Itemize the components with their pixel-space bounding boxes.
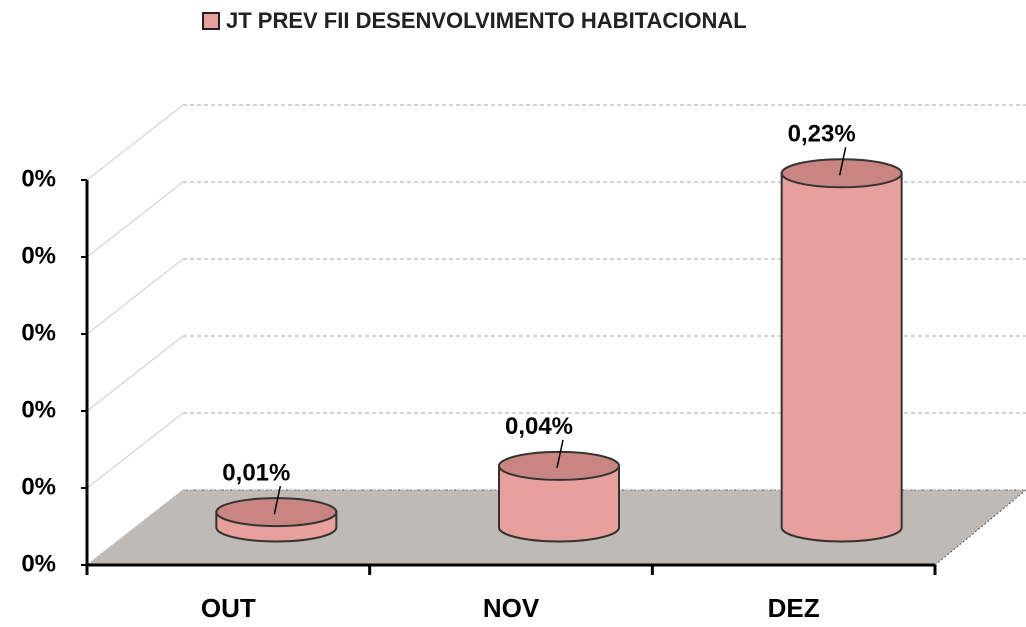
cylinder	[780, 158, 903, 543]
legend: JT PREV FII DESENVOLVIMENTO HABITACIONAL	[202, 8, 747, 33]
y-tick-label: 0%	[21, 165, 56, 192]
data-label: 0,01%	[222, 459, 290, 486]
y-tick-label: 0%	[21, 319, 56, 346]
cylinder-body	[780, 172, 903, 543]
leader-line	[273, 485, 282, 515]
cylinder	[215, 497, 338, 543]
side-grid	[86, 104, 184, 181]
cylinder	[498, 450, 620, 543]
x-tick-label: NOV	[483, 593, 540, 623]
side-grid	[86, 489, 184, 566]
cylinder-top	[780, 158, 903, 189]
leader-line	[556, 439, 564, 469]
cylinder-top	[498, 450, 620, 481]
legend-label: JT PREV FII DESENVOLVIMENTO HABITACIONAL	[226, 8, 747, 33]
y-tick-label: 0%	[21, 473, 56, 500]
side-grid	[86, 412, 184, 489]
data-label: 0,23%	[788, 121, 856, 148]
legend-swatch	[202, 12, 220, 30]
data-label: 0,04%	[505, 413, 573, 440]
side-grid	[86, 181, 184, 258]
side-grid	[86, 335, 184, 412]
cylinder-top	[215, 497, 338, 528]
x-tick-label: OUT	[201, 593, 256, 623]
side-grid	[86, 258, 184, 335]
y-tick-label: 0%	[21, 550, 56, 577]
y-tick-label: 0%	[21, 242, 56, 269]
y-tick-label: 0%	[21, 396, 56, 423]
x-tick-label: DEZ	[768, 593, 820, 623]
leader-line	[838, 147, 847, 176]
cylinder-body	[498, 464, 620, 543]
